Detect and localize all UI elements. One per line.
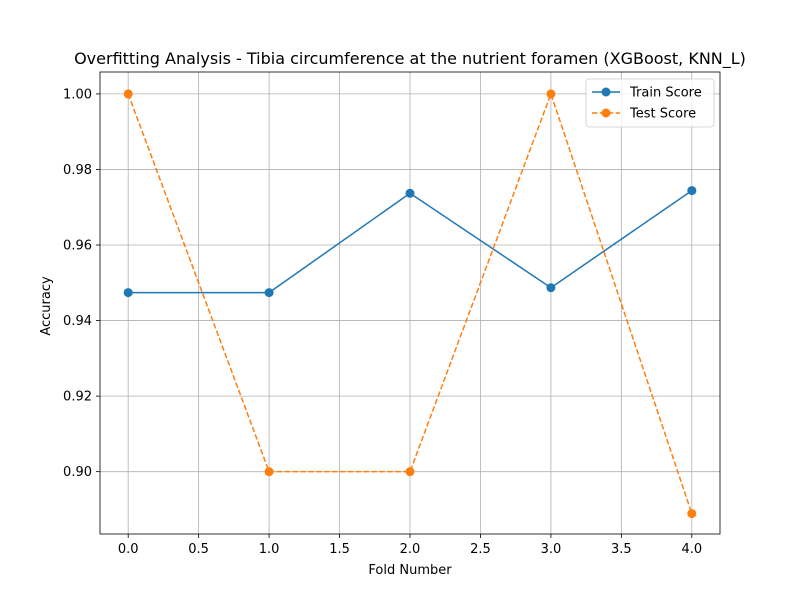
y-tick-label: 0.96 — [63, 239, 92, 254]
series-line — [127, 91, 693, 514]
data-point — [264, 467, 274, 477]
x-tick-label: 3.0 — [541, 542, 562, 557]
x-tick-label: 2.0 — [400, 542, 421, 557]
x-tick-label: 0.0 — [118, 542, 139, 557]
y-tick-label: 0.92 — [63, 390, 92, 405]
chart-title: Overfitting Analysis - Tibia circumferen… — [74, 49, 746, 69]
data-point — [687, 509, 697, 519]
legend-marker — [601, 87, 611, 97]
data-point — [405, 188, 415, 198]
ticks: 0.0 0.5 1.0 1.5 2.0 2.5 3.0 3.5 4.0 0.90 0.92 0.94 0… — [63, 87, 702, 557]
x-tick-label: 1.5 — [329, 542, 350, 557]
data-point — [123, 288, 133, 298]
y-tick-label: 0.98 — [63, 163, 92, 178]
data-point — [123, 89, 133, 99]
legend-marker — [601, 108, 611, 118]
y-tick-label: 1.00 — [63, 87, 92, 102]
data-point — [546, 89, 556, 99]
x-tick-label: 3.5 — [611, 542, 632, 557]
data-point — [546, 283, 556, 293]
series-layer — [123, 89, 697, 519]
data-point — [687, 186, 697, 196]
series-0 — [123, 186, 697, 298]
series-1 — [123, 89, 697, 519]
x-tick-label: 1.0 — [259, 542, 280, 557]
y-tick-label: 0.94 — [63, 314, 92, 329]
y-tick-label: 0.90 — [63, 465, 92, 480]
x-tick-label: 4.0 — [681, 542, 702, 557]
x-tick-label: 2.5 — [470, 542, 491, 557]
legend-box — [585, 78, 715, 128]
y-axis-label: Accuracy — [39, 276, 54, 336]
data-point — [405, 467, 415, 477]
legend: Train Score Test Score — [585, 78, 715, 128]
data-point — [264, 288, 274, 298]
x-tick-label: 0.5 — [188, 542, 209, 557]
x-axis-label: Fold Number — [368, 563, 452, 578]
legend-entry: Train Score — [629, 86, 702, 101]
legend-entry: Test Score — [629, 107, 696, 122]
